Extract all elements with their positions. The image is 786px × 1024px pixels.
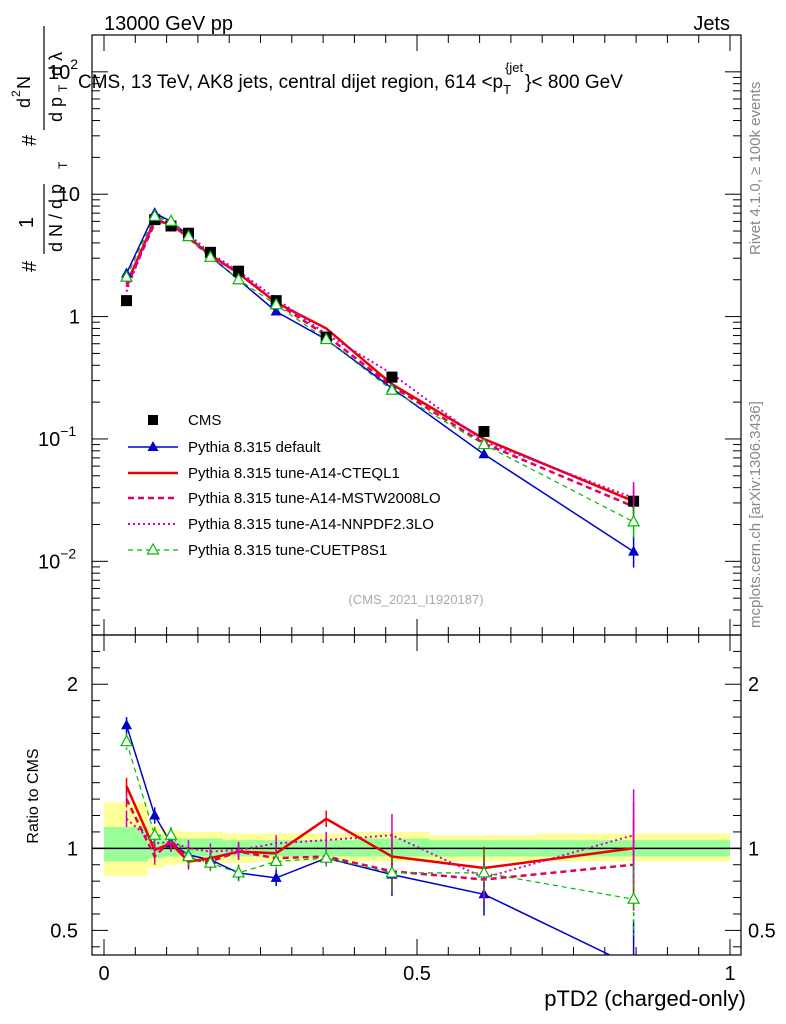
point-pythia-8-315-tune-cuetp8s1-8 bbox=[385, 383, 399, 395]
point-pythia-8-315-tune-cuetp8s1-9 bbox=[477, 437, 491, 450]
ratio-point-pythia-8-315-tune-cuetp8s1-2 bbox=[164, 827, 178, 840]
legend-entry-cms: CMS bbox=[148, 412, 221, 429]
svg-text:#: # bbox=[19, 260, 41, 272]
x-axis-label: pTD2 (charged-only) bbox=[544, 986, 746, 1011]
svg-text:1: 1 bbox=[16, 217, 38, 228]
svg-text:T: T bbox=[56, 161, 70, 169]
svg-text:Pythia 8.315 tune-A14-MSTW2008: Pythia 8.315 tune-A14-MSTW2008LO bbox=[188, 490, 441, 507]
header-left: 13000 GeV pp bbox=[104, 13, 233, 35]
svg-text:d: d bbox=[14, 98, 34, 108]
point-pythia-8-315-tune-cuetp8s1-7 bbox=[319, 332, 333, 345]
y-tick-label: 102 bbox=[48, 56, 78, 84]
analysis-id: (CMS_2021_I1920187) bbox=[348, 592, 483, 607]
ratio-frame bbox=[91, 634, 742, 956]
main-plot-area: 102 10 1 10−1 10−2 bbox=[38, 34, 742, 636]
point-cms-0 bbox=[121, 295, 133, 307]
ratio-point-pythia-8-315-tune-cuetp8s1-3 bbox=[181, 849, 196, 862]
svg-text:2: 2 bbox=[9, 90, 23, 97]
point-pythia-8-315-tune-cuetp8s1-4 bbox=[203, 250, 217, 262]
ratio-point-pythia-8-315-default-6 bbox=[270, 871, 282, 882]
rivet-label: Rivet 4.1.0, ≥ 100k events bbox=[747, 82, 764, 255]
ratio-y-tick-label: 1 bbox=[67, 838, 78, 860]
svg-text:N: N bbox=[14, 76, 34, 89]
point-pythia-8-315-default-10 bbox=[628, 545, 640, 556]
point-pythia-8-315-tune-cuetp8s1-10 bbox=[627, 514, 641, 527]
svg-text:#: # bbox=[19, 134, 41, 146]
ratio-y-tick-label-right: 1 bbox=[748, 838, 759, 860]
legend-entry-cuetp8s1: Pythia 8.315 tune-CUETP8S1 bbox=[128, 542, 387, 559]
point-cms-9 bbox=[478, 426, 490, 438]
point-cms-5 bbox=[233, 265, 245, 277]
svg-text:Pythia 8.315 default: Pythia 8.315 default bbox=[188, 439, 321, 456]
ratio-point-pythia-8-315-tune-cuetp8s1-4 bbox=[203, 855, 217, 868]
point-pythia-8-315-tune-cuetp8s1-3 bbox=[181, 229, 196, 242]
point-pythia-8-315-tune-cuetp8s1-0 bbox=[120, 269, 134, 282]
point-cms-8 bbox=[386, 371, 398, 383]
ratio-series-group bbox=[120, 717, 641, 970]
ratio-point-pythia-8-315-tune-cuetp8s1-6 bbox=[269, 854, 283, 867]
header-right: Jets bbox=[693, 13, 730, 35]
point-pythia-8-315-tune-cuetp8s1-5 bbox=[232, 272, 246, 285]
ratio-y-tick-label: 0.5 bbox=[50, 920, 78, 942]
ratio-point-pythia-8-315-tune-cuetp8s1-5 bbox=[232, 865, 246, 878]
point-pythia-8-315-default-6 bbox=[270, 305, 282, 316]
x-tick-label: 1 bbox=[724, 963, 735, 985]
legend-entry-cteql1: Pythia 8.315 tune-A14-CTEQL1 bbox=[128, 465, 400, 482]
svg-text:d λ: d λ bbox=[46, 52, 66, 76]
point-cms-2 bbox=[165, 220, 177, 232]
svg-text:Pythia 8.315 tune-CUETP8S1: Pythia 8.315 tune-CUETP8S1 bbox=[188, 542, 387, 559]
legend-entry-mstw2008lo: Pythia 8.315 tune-A14-MSTW2008LO bbox=[128, 490, 441, 507]
ratio-line-pythia-8-315-tune-cuetp8s1 bbox=[125, 741, 634, 900]
legend: CMS Pythia 8.315 default Pythia 8.315 tu… bbox=[128, 412, 441, 559]
point-pythia-8-315-tune-cuetp8s1-1 bbox=[148, 209, 162, 221]
svg-text:d N / d p: d N / d p bbox=[46, 184, 66, 252]
point-pythia-8-315-tune-cuetp8s1-6 bbox=[269, 297, 283, 310]
ratio-point-pythia-8-315-tune-cuetp8s1-0 bbox=[120, 734, 134, 747]
ratio-point-pythia-8-315-tune-cuetp8s1-8 bbox=[385, 865, 399, 878]
y-tick-label: 10−1 bbox=[38, 423, 76, 451]
ratio-y-tick-label-right: 2 bbox=[748, 674, 759, 696]
ratio-line-pythia-8-315-tune-a14-nnpdf2-3lo bbox=[125, 818, 634, 879]
ratio-point-pythia-8-315-tune-cuetp8s1-10 bbox=[627, 891, 641, 904]
ratio-point-pythia-8-315-default-10 bbox=[628, 960, 639, 970]
ratio-y-tick-label: 2 bbox=[67, 674, 78, 696]
x-tick-label: 0 bbox=[98, 963, 109, 985]
svg-text:Pythia 8.315 tune-A14-NNPDF2.3: Pythia 8.315 tune-A14-NNPDF2.3LO bbox=[188, 516, 434, 533]
ratio-point-pythia-8-315-tune-cuetp8s1-9 bbox=[477, 865, 491, 878]
ratio-point-pythia-8-315-default-0 bbox=[121, 719, 133, 730]
main-ylabel: # 1 d N / d p T # d 2 N d p T d λ bbox=[9, 26, 70, 272]
x-tick-label: 0.5 bbox=[403, 963, 431, 985]
ratio-point-pythia-8-315-tune-cuetp8s1-1 bbox=[148, 827, 162, 840]
chart-title: CMS, 13 TeV, AK8 jets, central dijet reg… bbox=[78, 60, 623, 97]
point-pythia-8-315-tune-cuetp8s1-2 bbox=[164, 214, 178, 226]
legend-entry-pythia-default: Pythia 8.315 default bbox=[128, 439, 321, 456]
ratio-point-pythia-8-315-default-1 bbox=[149, 809, 161, 820]
y-tick-label: 10 bbox=[58, 184, 80, 206]
point-pythia-8-315-default-9 bbox=[478, 448, 490, 459]
svg-text:Pythia 8.315 tune-A14-CTEQL1: Pythia 8.315 tune-A14-CTEQL1 bbox=[188, 465, 400, 482]
ratio-ylabel: Ratio to CMS bbox=[25, 748, 42, 843]
y-tick-label: 10−2 bbox=[38, 545, 76, 573]
svg-text:d p: d p bbox=[46, 97, 66, 122]
legend-entry-nnpdf23lo: Pythia 8.315 tune-A14-NNPDF2.3LO bbox=[128, 516, 434, 533]
svg-text:CMS: CMS bbox=[188, 412, 221, 429]
ratio-plot-area: 0 0.5 1 0.5 0.5 1 1 2 2 bbox=[50, 634, 776, 985]
main-line-pythia-8-315-tune-a14-cteql1 bbox=[125, 219, 635, 503]
mcplots-label: mcplots.cern.ch [arXiv:1306.3436] bbox=[747, 401, 764, 628]
ratio-band-inner-0 bbox=[104, 827, 148, 862]
ratio-y-tick-label-right: 0.5 bbox=[748, 920, 776, 942]
y-tick-label: 1 bbox=[69, 307, 80, 329]
ratio-point-pythia-8-315-tune-cuetp8s1-7 bbox=[319, 850, 333, 863]
svg-text:T: T bbox=[56, 84, 70, 92]
